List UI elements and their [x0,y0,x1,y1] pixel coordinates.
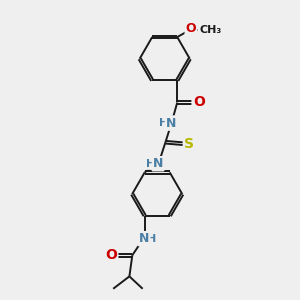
Text: S: S [184,137,194,151]
Text: O: O [193,95,205,110]
Text: O: O [186,22,196,35]
Text: N: N [166,117,176,130]
Text: N: N [153,157,163,170]
Text: O: O [105,248,117,262]
Text: H: H [159,118,168,128]
Text: N: N [139,232,149,245]
Text: H: H [147,234,156,244]
Text: H: H [146,159,155,169]
Text: CH₃: CH₃ [199,25,221,35]
